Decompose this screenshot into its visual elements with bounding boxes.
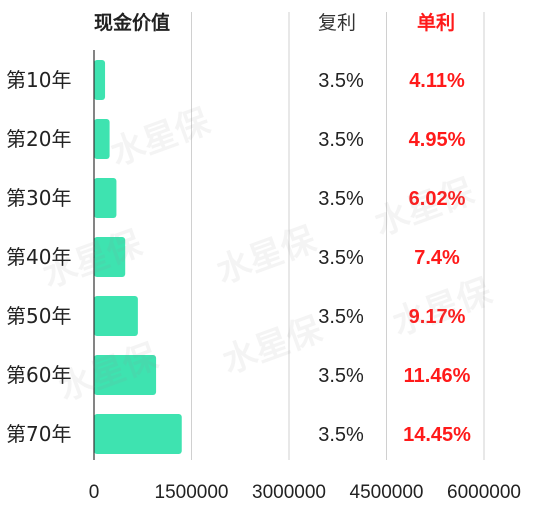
bar <box>94 60 106 100</box>
x-tick-label: 0 <box>89 482 100 503</box>
simple-rate-value: 14.45% <box>403 424 471 446</box>
x-tick-label: 3000000 <box>252 482 326 503</box>
compound-rate-header: 复利 <box>318 12 357 34</box>
category-label: 第10年 <box>6 68 71 92</box>
bar <box>94 119 110 159</box>
compound-rate-value: 3.5% <box>318 129 364 151</box>
category-label: 第20年 <box>6 127 71 151</box>
category-label: 第50年 <box>6 304 71 328</box>
simple-rate-value: 4.95% <box>409 129 466 151</box>
simple-rate-value: 4.11% <box>409 70 465 92</box>
compound-rate-value: 3.5% <box>318 424 364 446</box>
category-label: 第30年 <box>6 186 71 210</box>
x-tick-label: 4500000 <box>350 482 424 503</box>
compound-rate-value: 3.5% <box>318 247 364 269</box>
compound-rate-value: 3.5% <box>318 306 364 328</box>
x-tick-label: 1500000 <box>155 482 229 503</box>
simple-rate-header: 单利 <box>417 12 456 34</box>
bar <box>94 355 157 395</box>
bar <box>94 296 138 336</box>
compound-rate-value: 3.5% <box>318 188 364 210</box>
bar <box>94 178 117 218</box>
bar <box>94 414 182 454</box>
simple-rate-value: 9.17% <box>409 306 466 328</box>
simple-rate-value: 6.02% <box>409 188 466 210</box>
category-label: 第40年 <box>6 245 71 269</box>
simple-rate-value: 11.46% <box>404 365 471 387</box>
bar <box>94 237 126 277</box>
chart-title: 现金价值 <box>94 12 171 34</box>
category-label: 第60年 <box>6 363 71 387</box>
compound-rate-value: 3.5% <box>318 70 364 92</box>
x-tick-label: 6000000 <box>447 482 521 503</box>
category-label: 第70年 <box>6 422 71 446</box>
compound-rate-value: 3.5% <box>318 365 364 387</box>
simple-rate-value: 7.4% <box>414 247 460 269</box>
